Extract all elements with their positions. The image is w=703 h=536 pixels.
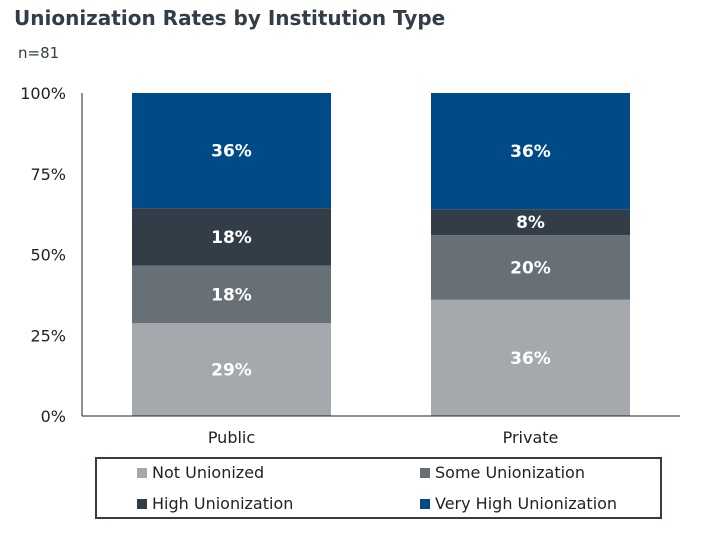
data-label: 8% xyxy=(516,213,545,233)
y-tick-label: 50% xyxy=(30,246,66,265)
bar-segment xyxy=(132,93,331,209)
data-label: 18% xyxy=(211,228,252,248)
x-tick-label: Public xyxy=(208,428,255,447)
bar-segment xyxy=(431,93,630,210)
legend-label: Some Unionization xyxy=(435,463,585,482)
x-tick-label: Private xyxy=(503,428,559,447)
y-tick-label: 0% xyxy=(41,407,66,426)
legend-item-very-high-unionization: Very High Unionization xyxy=(420,494,617,513)
bar-segment xyxy=(132,265,331,324)
legend-item-high-unionization: High Unionization xyxy=(137,494,293,513)
legend-item-some-unionization: Some Unionization xyxy=(420,463,585,482)
legend-swatch xyxy=(137,467,147,478)
chart-title: Unionization Rates by Institution Type xyxy=(14,6,446,30)
bar-segment xyxy=(431,235,630,300)
bar-segment xyxy=(132,208,331,266)
data-label: 29% xyxy=(211,361,252,381)
data-label: 36% xyxy=(510,142,551,162)
bar-segment xyxy=(132,323,331,416)
chart-legend: Not Unionized Some Unionization High Uni… xyxy=(95,457,662,519)
data-label: 20% xyxy=(510,258,551,278)
legend-swatch xyxy=(137,498,147,509)
y-tick-label: 75% xyxy=(30,165,66,184)
legend-item-not-unionized: Not Unionized xyxy=(137,463,264,482)
data-label: 36% xyxy=(211,142,252,162)
data-label: 18% xyxy=(211,285,252,305)
chart-subtitle: n=81 xyxy=(18,44,60,62)
y-tick-label: 100% xyxy=(20,84,66,103)
legend-label: Not Unionized xyxy=(152,463,265,482)
legend-swatch xyxy=(420,498,430,509)
bar-segment xyxy=(431,209,630,236)
legend-label: High Unionization xyxy=(152,494,294,513)
chart-plot-area: 0% 25% 50% 75% 100% 29% 18% 18% 36% Public 36% 20% 8… xyxy=(20,84,680,447)
legend-swatch xyxy=(420,467,430,478)
y-tick-label: 25% xyxy=(30,326,66,345)
data-label: 36% xyxy=(510,349,551,369)
bar-segment xyxy=(431,299,630,416)
legend-label: Very High Unionization xyxy=(435,494,618,513)
